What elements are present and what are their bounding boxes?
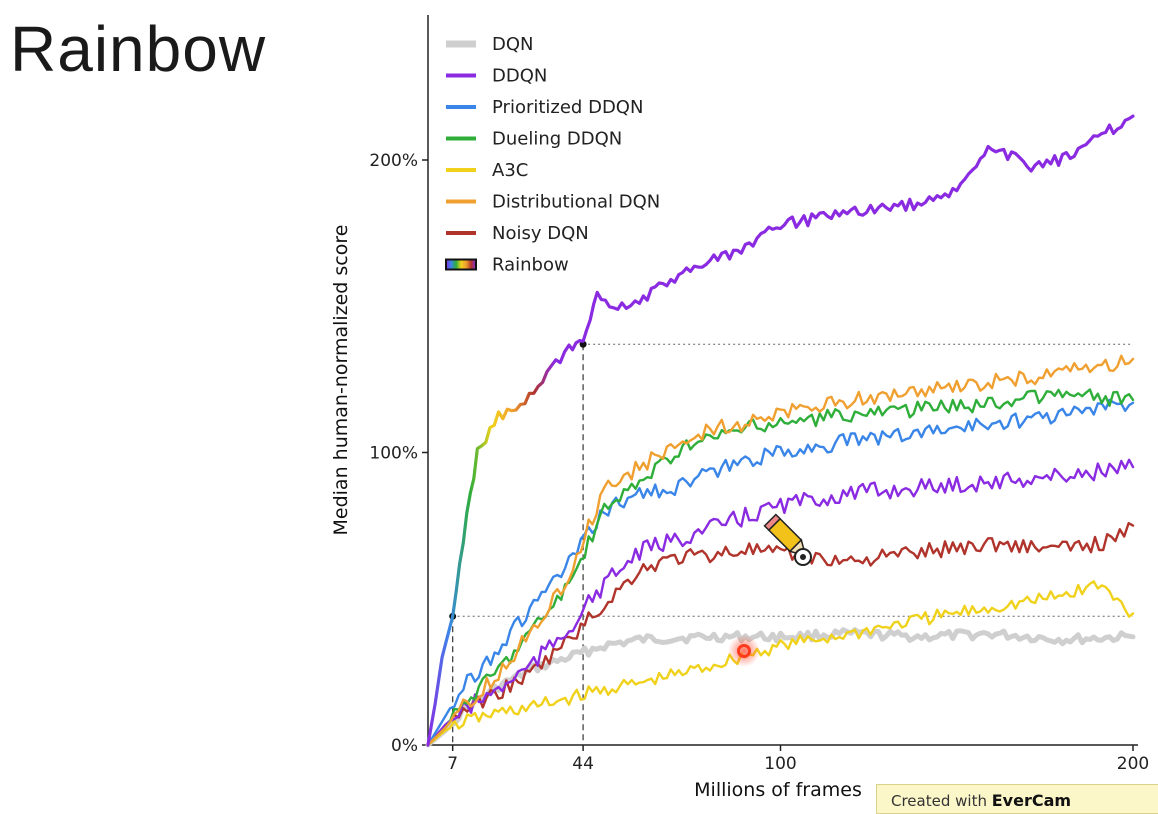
legend-label-noisy-dqn: Noisy DQN [492, 223, 589, 244]
watermark: Created with EverCam [876, 784, 1158, 814]
legend-swatch-rainbow [445, 258, 477, 271]
y-tick-label: 0% [391, 736, 418, 756]
x-tick-label: 7 [447, 754, 458, 774]
slide-title: Rainbow [10, 13, 267, 85]
legend: DQN DDQN Prioritized DDQN Dueling DDQN A3C Di… [445, 34, 660, 276]
series-line-dqn [425, 627, 1136, 748]
legend-label-distributional-dqn: Distributional DQN [492, 192, 660, 213]
series-line-noisy-dqn [426, 522, 1135, 747]
x-tick-label: 100 [764, 754, 796, 774]
series-line-rainbow [426, 114, 1135, 747]
x-axis-title: Millions of frames [694, 779, 862, 801]
legend-label-prioritized-ddqn: Prioritized DDQN [492, 97, 643, 118]
legend-label-dueling-ddqn: Dueling DDQN [492, 129, 622, 150]
cursor-decorations [728, 513, 812, 667]
legend-label-a3c: A3C [492, 160, 528, 181]
y-tick-label: 200% [369, 151, 418, 171]
legend-label-rainbow: Rainbow [492, 255, 569, 276]
legend-label-dqn: DQN [492, 34, 534, 55]
laser-pointer-glow [728, 635, 760, 667]
series-line-prioritized-ddqn [426, 398, 1135, 747]
x-tick-label: 44 [572, 754, 594, 774]
series-line-a3c [426, 580, 1135, 747]
series-line-distributional-dqn [426, 354, 1135, 747]
laser-pointer-dot [737, 644, 751, 658]
series-line-ddqn [426, 458, 1135, 747]
watermark-brand: EverCam [991, 791, 1072, 810]
series-layer [425, 114, 1136, 748]
x-tick-label: 200 [1117, 754, 1149, 774]
legend-label-ddqn: DDQN [492, 66, 547, 87]
series-line-dueling-ddqn [426, 388, 1135, 747]
axes: 0% 100% 200% 7 44 100 200 Millions of frames Med… [330, 15, 1149, 801]
y-axis-title: Median human-normalized score [330, 225, 352, 536]
y-tick-label: 100% [369, 444, 418, 464]
watermark-prefix: Created with [891, 792, 987, 810]
